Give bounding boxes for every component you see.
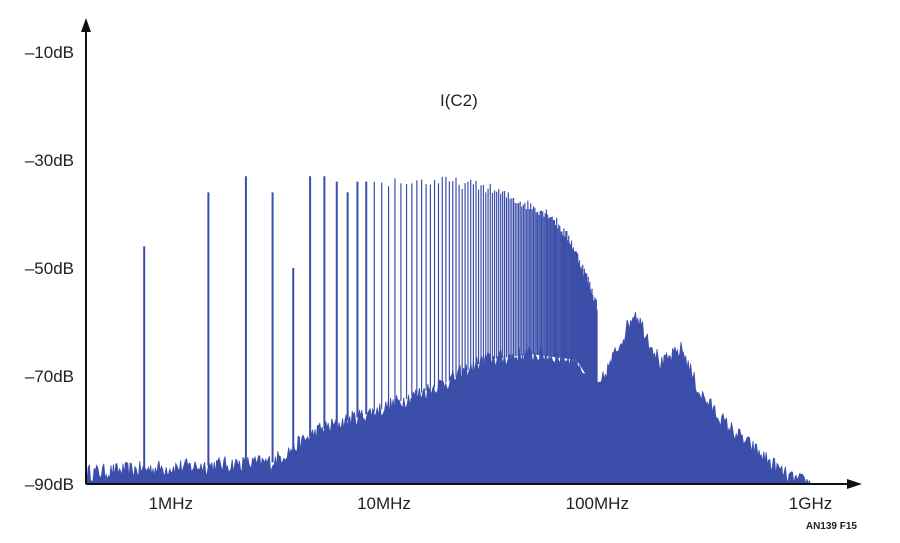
x-tick-label: 1GHz xyxy=(789,494,832,513)
x-tick-label: 1MHz xyxy=(149,494,193,513)
x-tick-label: 100MHz xyxy=(566,494,629,513)
chart-title: I(C2) xyxy=(440,91,478,110)
y-tick-label: –50dB xyxy=(25,259,74,278)
y-tick-label: –30dB xyxy=(25,151,74,170)
y-tick-label: –70dB xyxy=(25,367,74,386)
y-axis-arrow xyxy=(81,18,91,32)
y-tick-labels: –10dB –30dB –50dB –70dB –90dB xyxy=(25,43,74,494)
plot-area xyxy=(85,176,812,486)
y-tick-label: –90dB xyxy=(25,475,74,494)
x-tick-labels: 1MHz 10MHz 100MHz 1GHz xyxy=(149,494,833,513)
x-tick-label: 10MHz xyxy=(357,494,411,513)
y-tick-label: –10dB xyxy=(25,43,74,62)
figure-id: AN139 F15 xyxy=(806,521,858,532)
axes xyxy=(81,18,862,489)
noise-floor-area xyxy=(85,311,812,486)
x-axis-arrow xyxy=(847,479,862,489)
